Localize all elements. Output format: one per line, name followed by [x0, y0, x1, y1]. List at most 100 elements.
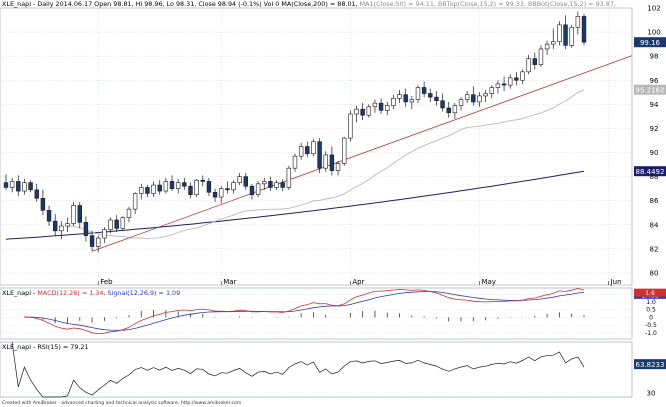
value-badge-bg [634, 166, 666, 177]
candle [96, 235, 101, 253]
candle-up [366, 106, 371, 116]
candle [268, 176, 273, 192]
candle-down [188, 185, 193, 195]
candle-up [9, 181, 15, 188]
candle-down [34, 189, 39, 199]
candle [292, 153, 298, 172]
candle-up [274, 182, 279, 188]
candle-up [458, 99, 464, 106]
candle-up [151, 184, 156, 194]
macd-y-tick: 0.5 [646, 307, 656, 314]
trendline [91, 55, 633, 252]
candle-down [182, 182, 187, 187]
candle [385, 101, 390, 116]
candle-up [255, 183, 261, 195]
candle-up [452, 105, 458, 114]
candle-up [311, 141, 316, 155]
candle [3, 174, 9, 190]
candle-up [341, 137, 347, 164]
price-y-tick: 94 [650, 101, 659, 109]
candle [77, 201, 82, 229]
rsi-header: XLE_napi - RSI(15) = 79.21 [2, 343, 89, 351]
candle-down [581, 16, 587, 43]
candle-down [40, 197, 46, 211]
candle [114, 215, 119, 233]
candle [219, 186, 224, 204]
candle [188, 182, 193, 199]
candle [581, 14, 587, 46]
month-label: Feb [100, 278, 113, 286]
candle-up [495, 83, 501, 88]
candle [298, 142, 304, 160]
macd-header: XLE_napi - MACD(12,26) = 1.34, Signal(12… [2, 289, 180, 297]
month-label: May [481, 278, 495, 286]
candle [212, 188, 218, 202]
candle [501, 76, 507, 92]
candle [348, 110, 353, 142]
candle [391, 94, 396, 110]
candle [89, 230, 95, 252]
candle [16, 175, 21, 196]
candle-up [415, 87, 421, 100]
price-y-tick: 86 [650, 197, 659, 205]
candle [108, 217, 113, 234]
candle-up [391, 98, 396, 106]
signal-line [24, 291, 585, 331]
candle-up [557, 24, 562, 43]
candle [440, 93, 445, 112]
candle-down [249, 185, 255, 195]
candle [464, 91, 470, 104]
macd-y-tick: -1.0 [645, 330, 657, 337]
price-x-axis: Feb Mar Apr May Jun [97, 278, 622, 286]
candle-down [243, 176, 249, 187]
candle-up [489, 87, 494, 94]
candle-up [120, 217, 126, 229]
candle [274, 180, 279, 190]
candle-down [403, 94, 408, 103]
macd-badges: 1.4581.6 [634, 288, 666, 299]
candle [563, 15, 568, 49]
candle-down [440, 100, 445, 109]
price-y-tick: 90 [650, 149, 659, 157]
candle [206, 177, 212, 196]
candle-down [89, 235, 95, 247]
candle-down [514, 77, 519, 81]
candle-up [132, 193, 138, 210]
candle [157, 180, 162, 195]
candle-up [231, 182, 236, 191]
candle-down [157, 184, 162, 192]
candle [243, 172, 249, 190]
candle [471, 86, 476, 106]
candle-down [471, 94, 476, 103]
candle [194, 179, 199, 198]
candle [169, 175, 175, 192]
candle [538, 45, 544, 68]
candle [575, 11, 581, 35]
candle-down [280, 182, 285, 188]
macd-y-tick: 0 [649, 314, 653, 321]
macd-pane: -1.0-0.500.51.01.5 1.4581.6 XLE_napi - M… [0, 287, 666, 340]
candlestick-series [3, 11, 587, 253]
candle [102, 227, 107, 243]
price-y-tick: 102 [647, 5, 660, 13]
candle-down [329, 154, 335, 171]
candle [52, 213, 58, 236]
candle [397, 89, 402, 104]
macd-grid [0, 293, 632, 334]
candle-up [163, 181, 169, 192]
macd-badge-text: 1.6 [645, 290, 655, 297]
rsi-line [11, 341, 585, 398]
candle-up [354, 108, 359, 115]
candle-up [102, 229, 107, 239]
value-badge-text: 95.2162 [636, 87, 665, 95]
candle [360, 103, 365, 121]
macd-lines [24, 288, 585, 335]
candle-up [477, 95, 482, 103]
value-badge-bg [634, 37, 666, 48]
candle [514, 71, 519, 86]
price-y-tick: 96 [650, 77, 659, 85]
candle [354, 105, 359, 123]
candle [415, 85, 421, 104]
candle [311, 139, 316, 157]
candle [182, 177, 187, 190]
